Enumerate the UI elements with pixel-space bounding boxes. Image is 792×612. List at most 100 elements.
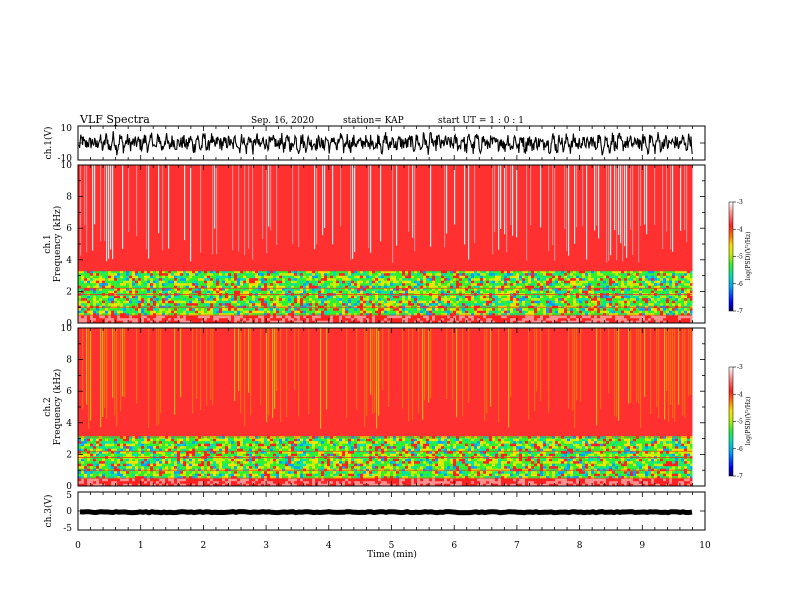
spectrogram-cell [120, 278, 123, 281]
spectrogram-cell [255, 275, 258, 279]
spectrogram-cell [378, 285, 381, 289]
spectrogram-cell [420, 300, 423, 304]
spectrogram-cell [261, 283, 264, 286]
spectrogram-cell [513, 303, 516, 306]
spectrogram-cell [243, 285, 246, 289]
spectrogram-cell [669, 270, 672, 274]
spectrogram-streak [248, 165, 250, 249]
spectrogram-cell [99, 280, 102, 284]
spectrogram-cell [585, 283, 588, 286]
spectrogram-cell [603, 303, 606, 306]
spectrogram-cell [129, 295, 132, 299]
spectrogram-cell [174, 283, 177, 286]
spectrogram-cell [471, 308, 474, 311]
spectrogram-cell [87, 318, 90, 321]
spectrogram-cell [291, 483, 294, 487]
spectrogram-cell [651, 300, 654, 304]
spectrogram-cell [513, 273, 516, 276]
spectrogram-cell [375, 295, 378, 299]
spectrogram-cell [618, 310, 621, 314]
spectrogram-cell [519, 300, 522, 304]
spectrogram-cell [483, 273, 486, 276]
spectrogram-cell [546, 313, 549, 316]
spectrogram-cell [165, 303, 168, 306]
spectrogram-cell [519, 303, 522, 306]
spectrogram-cell [429, 275, 432, 279]
spectrogram-cell [177, 313, 180, 316]
spectrogram-cell [468, 313, 471, 316]
spectrogram-cell [348, 298, 351, 301]
spectrogram-cell [642, 315, 645, 319]
spectrogram-cell [144, 310, 147, 314]
spectrogram-cell [423, 483, 426, 487]
spectrogram-cell [636, 298, 639, 301]
spectrogram-cell [399, 283, 402, 286]
spectrogram-cell [657, 290, 660, 294]
spectrogram-cell [495, 303, 498, 306]
spectrogram-cell [321, 483, 324, 487]
spectrogram-cell [126, 298, 129, 301]
spectrogram-cell [156, 270, 159, 274]
spectrogram-cell [339, 280, 342, 284]
spectrogram-cell [555, 298, 558, 301]
spectrogram-cell [177, 288, 180, 291]
spectrogram-cell [339, 320, 342, 324]
spectrogram-empty [692, 165, 705, 323]
ch1-ytick-bottom: -10 [58, 154, 73, 164]
spectrogram-cell [471, 273, 474, 276]
spectrogram-cell [513, 295, 516, 299]
spectrogram-cell [114, 298, 117, 301]
spectrogram-cell [528, 285, 531, 289]
spectrogram-cell [522, 313, 525, 316]
spectrogram-cell [186, 278, 189, 281]
spectrogram-cell [294, 298, 297, 301]
spectrogram-cell [630, 288, 633, 291]
spectrogram-cell [258, 283, 261, 286]
spectrogram-cell [363, 315, 366, 319]
spectrogram-cell [420, 320, 423, 324]
spectrogram-cell [324, 313, 327, 316]
spectrogram-cell [213, 270, 216, 274]
spectrogram-cell [282, 273, 285, 276]
spectrogram-cell [483, 278, 486, 281]
spectrogram-cell [234, 283, 237, 286]
spectrogram-cell [243, 310, 246, 314]
spectrogram-cell [519, 483, 522, 487]
spectrogram-cell [651, 303, 654, 306]
spectrogram-cell [189, 283, 192, 286]
spectrogram-cell [327, 295, 330, 299]
spectrogram-cell [291, 280, 294, 284]
spectrogram-cell [219, 308, 222, 311]
spectrogram-cell [630, 273, 633, 276]
spectrogram-cell [372, 481, 375, 484]
spectrogram-cell [315, 310, 318, 314]
spectrogram-cell [105, 318, 108, 321]
spectrogram-cell [603, 278, 606, 281]
spectrogram-cell [183, 285, 186, 289]
spectrogram-cell [210, 310, 213, 314]
spectrogram-cell [165, 298, 168, 301]
spectrogram-cell [612, 290, 615, 294]
spectrogram-cell [525, 318, 528, 321]
spectrogram-cell [345, 280, 348, 284]
spectrogram-cell [246, 315, 249, 319]
spectrogram-cell [138, 303, 141, 306]
spectrogram-cell [681, 303, 684, 306]
figure-station: station= KAP [343, 116, 404, 126]
spectrogram-cell [585, 313, 588, 316]
spectrogram-cell [135, 303, 138, 306]
spectrogram-cell [408, 278, 411, 281]
spectrogram-cell [441, 283, 444, 286]
spectrogram-cell [495, 320, 498, 324]
spectrogram-cell [540, 273, 543, 276]
spectrogram-cell [234, 298, 237, 301]
spectrogram-cell [462, 308, 465, 311]
spectrogram-cell [570, 295, 573, 299]
spectrogram-cell [264, 300, 267, 304]
spectrogram-cell [126, 283, 129, 286]
spectrogram-cell [543, 280, 546, 284]
spectrogram-cell [225, 275, 228, 279]
spectrogram-cell [525, 303, 528, 306]
spectrogram-cell [438, 275, 441, 279]
spectrogram-cell [336, 288, 339, 291]
